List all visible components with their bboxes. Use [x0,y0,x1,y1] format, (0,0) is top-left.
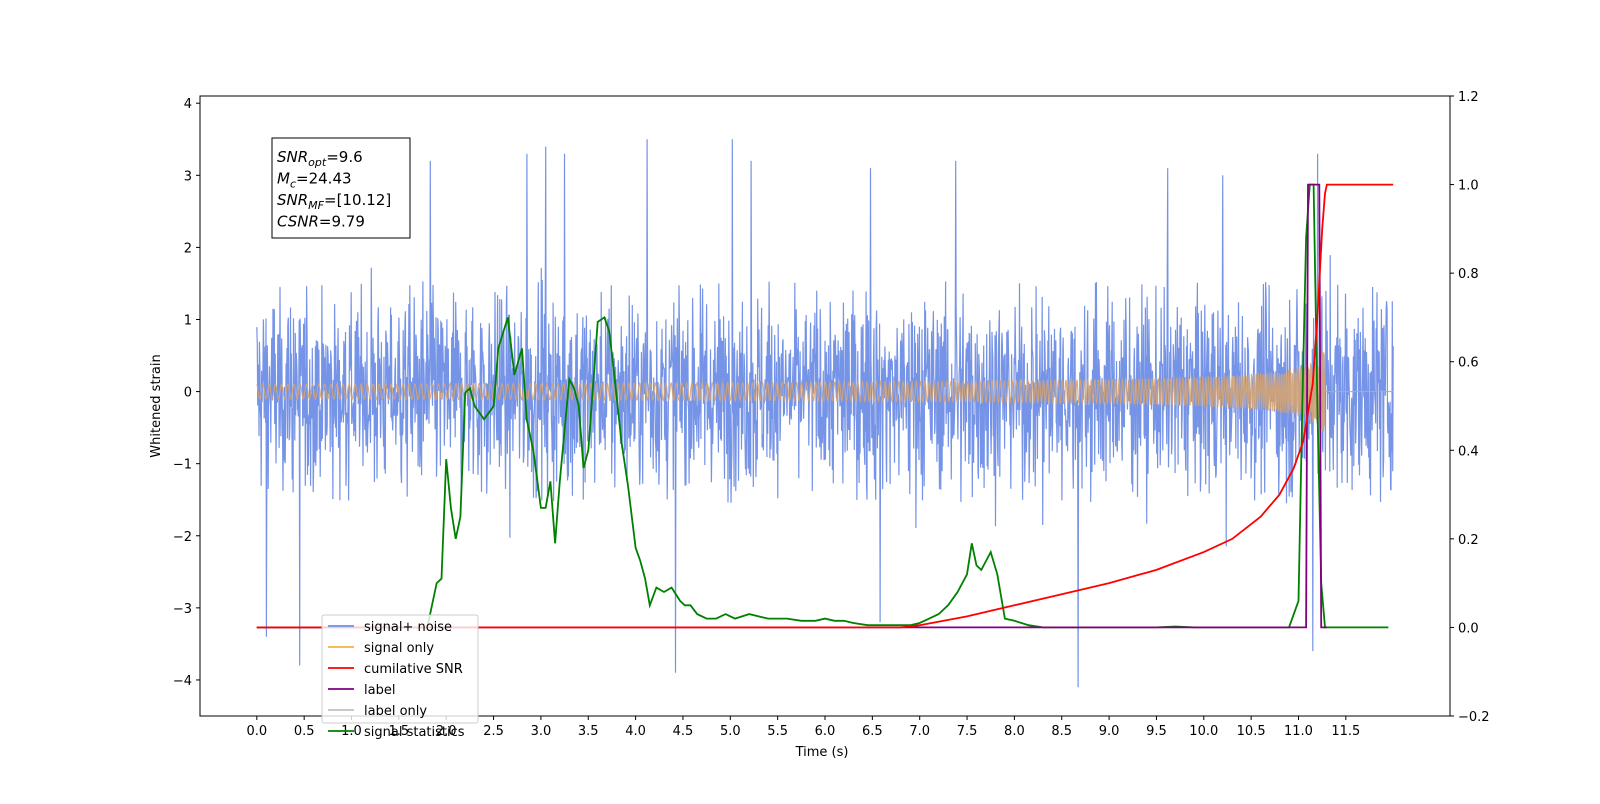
y-axis-left: 4 3 2 1 0 −1 −2 −3 −4 [173,97,200,689]
x-axis: 0.0 0.5 1.0 1.5 2.0 2.5 3.0 3.5 4.0 4.5 5.0 5.5 6.0 6… [246,716,1360,739]
legend: signal+ noise signal only cumilative SNR la… [321,614,479,740]
y-tick-label: 3 [184,169,192,184]
x-tick-label: 2.5 [483,724,504,739]
y2-tick-label: 0.6 [1458,356,1479,371]
annotation-value: =9.6 [326,148,362,166]
x-tick-label: 3.5 [578,724,599,739]
x-tick-label: 0.5 [294,724,315,739]
y-tick-label: 2 [184,241,192,256]
y2-tick-label: 0.8 [1458,267,1479,282]
x-tick-label: 6.0 [815,724,836,739]
y2-tick-label: 1.2 [1458,90,1479,105]
annotation-value: =9.79 [319,213,365,231]
annotation-symbol: SNR [277,148,308,166]
y-tick-label: 1 [184,313,192,328]
x-tick-label: 1.5 [389,724,410,739]
annotation-line: CSNR=9.79 [277,213,365,231]
x-tick-label: 3.0 [531,724,552,739]
x-tick-label: 7.5 [957,724,978,739]
annotation-symbol: CSNR [277,213,319,231]
x-tick-label: 8.0 [1004,724,1025,739]
x-tick-label: 0.0 [246,724,267,739]
legend-entry-label: signal statistics [364,725,465,740]
x-tick-label: 4.5 [673,724,694,739]
legend-entry-label: signal+ noise [364,620,452,635]
annotation-line: Mc=24.43 [277,170,352,191]
legend-frame [321,614,479,724]
annotation-value: =24.43 [296,170,352,188]
y2-tick-label: 1.0 [1458,179,1479,194]
series-signal-only [256,351,1394,432]
x-tick-label: 7.0 [909,724,930,739]
x-tick-label: 10.5 [1237,724,1266,739]
y-tick-label: −2 [173,530,192,545]
legend-entry-label: signal only [364,641,434,656]
x-tick-label: 5.5 [767,724,788,739]
x-tick-label: 8.5 [1051,724,1072,739]
y2-tick-label: 0.0 [1458,621,1479,636]
x-tick-label: 5.0 [720,724,741,739]
legend-entry-label: label [364,683,395,698]
y-tick-label: 0 [184,386,192,401]
x-tick-label: 11.5 [1331,724,1360,739]
annotation-subscript: MF [308,199,324,212]
y-tick-label: 4 [184,97,192,112]
annotation-symbol: SNR [277,191,308,209]
series-label [256,183,1327,629]
plot-area [256,139,1394,688]
legend-entry-label: cumilative SNR [364,662,463,677]
annotation-line: SNRopt=9.6 [277,148,363,169]
y-tick-label: −1 [173,458,192,473]
series-signal-noise [256,139,1394,688]
x-tick-label: 10.0 [1189,724,1218,739]
x-axis-label: Time (s) [795,745,849,760]
y-axis-right: 1.2 1.0 0.8 0.6 0.4 0.2 0.0 −0.2 [1450,90,1490,725]
y2-tick-label: −0.2 [1458,710,1490,725]
y2-tick-label: 0.2 [1458,533,1479,548]
y-tick-label: −3 [173,602,192,617]
annotation-subscript: c [290,178,296,191]
y-axis-label: Whitened strain [149,354,164,457]
x-tick-label: 9.0 [1099,724,1120,739]
y2-tick-label: 0.4 [1458,444,1479,459]
annotation-line: SNRMF=[10.12] [277,191,391,212]
y-tick-label: −4 [173,674,192,689]
x-tick-label: 6.5 [862,724,883,739]
legend-entry-label: label only [364,704,427,719]
annotation-value: =[10.12] [324,191,391,209]
x-tick-label: 9.5 [1146,724,1167,739]
annotation-subscript: opt [308,156,327,169]
series-cumulative-snr [256,183,1394,629]
x-tick-label: 11.0 [1284,724,1313,739]
x-tick-label: 2.0 [436,724,457,739]
annotation-frame [271,137,411,239]
annotation-symbol: M [277,170,290,188]
x-tick-label: 4.0 [625,724,646,739]
